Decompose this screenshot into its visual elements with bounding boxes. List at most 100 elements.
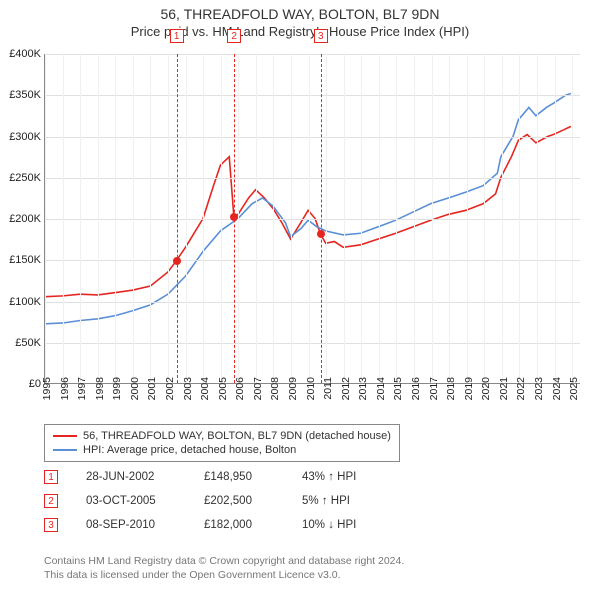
y-gridline bbox=[45, 219, 580, 220]
x-tick-label: 2021 bbox=[498, 377, 510, 400]
x-gridline bbox=[537, 54, 538, 383]
event-marker-2: 2 bbox=[44, 494, 58, 508]
x-tick-label: 2010 bbox=[305, 377, 317, 400]
event-date-1: 28-JUN-2002 bbox=[86, 471, 176, 483]
x-gridline bbox=[484, 54, 485, 383]
x-tick-label: 2019 bbox=[463, 377, 475, 400]
x-tick-label: 2003 bbox=[182, 377, 194, 400]
event-line bbox=[177, 54, 178, 383]
x-tick-label: 2020 bbox=[480, 377, 492, 400]
legend: 56, THREADFOLD WAY, BOLTON, BL7 9DN (det… bbox=[44, 424, 400, 462]
x-tick-label: 1996 bbox=[59, 377, 71, 400]
legend-label-property: 56, THREADFOLD WAY, BOLTON, BL7 9DN (det… bbox=[83, 430, 391, 442]
event-dot bbox=[317, 230, 325, 238]
y-gridline bbox=[45, 95, 580, 96]
x-tick-label: 2024 bbox=[551, 377, 563, 400]
x-gridline bbox=[449, 54, 450, 383]
event-row-3: 3 08-SEP-2010 £182,000 10% ↓ HPI bbox=[44, 518, 392, 532]
x-gridline bbox=[150, 54, 151, 383]
y-tick-label: £100K bbox=[1, 296, 41, 308]
legend-item-hpi: HPI: Average price, detached house, Bolt… bbox=[53, 443, 391, 457]
x-gridline bbox=[256, 54, 257, 383]
x-gridline bbox=[238, 54, 239, 383]
event-price-3: £182,000 bbox=[204, 519, 274, 531]
y-tick-label: £200K bbox=[1, 213, 41, 225]
y-tick-label: £300K bbox=[1, 131, 41, 143]
y-tick-label: £350K bbox=[1, 89, 41, 101]
plot-area: £0£50K£100K£150K£200K£250K£300K£350K£400… bbox=[44, 54, 580, 384]
x-tick-label: 2013 bbox=[357, 377, 369, 400]
event-delta-3: 10% ↓ HPI bbox=[302, 519, 392, 531]
y-gridline bbox=[45, 260, 580, 261]
chart-container: 56, THREADFOLD WAY, BOLTON, BL7 9DN Pric… bbox=[0, 0, 600, 590]
event-marker-3: 3 bbox=[44, 518, 58, 532]
footer-line1: Contains HM Land Registry data © Crown c… bbox=[44, 554, 404, 568]
x-tick-label: 1995 bbox=[41, 377, 53, 400]
y-tick-label: £0 bbox=[1, 378, 41, 390]
event-dot bbox=[173, 257, 181, 265]
legend-label-hpi: HPI: Average price, detached house, Bolt… bbox=[83, 444, 296, 456]
x-gridline bbox=[203, 54, 204, 383]
y-gridline bbox=[45, 54, 580, 55]
y-tick-label: £400K bbox=[1, 48, 41, 60]
x-gridline bbox=[414, 54, 415, 383]
x-tick-label: 2005 bbox=[217, 377, 229, 400]
x-gridline bbox=[291, 54, 292, 383]
legend-item-property: 56, THREADFOLD WAY, BOLTON, BL7 9DN (det… bbox=[53, 429, 391, 443]
legend-swatch-property bbox=[53, 435, 77, 437]
x-gridline bbox=[555, 54, 556, 383]
x-tick-label: 1999 bbox=[111, 377, 123, 400]
x-gridline bbox=[379, 54, 380, 383]
x-tick-label: 2002 bbox=[164, 377, 176, 400]
event-marker-1: 1 bbox=[44, 470, 58, 484]
x-gridline bbox=[221, 54, 222, 383]
x-gridline bbox=[572, 54, 573, 383]
y-gridline bbox=[45, 137, 580, 138]
event-delta-2: 5% ↑ HPI bbox=[302, 495, 392, 507]
footer-attribution: Contains HM Land Registry data © Crown c… bbox=[44, 554, 404, 582]
x-tick-label: 2022 bbox=[515, 377, 527, 400]
x-tick-label: 2025 bbox=[568, 377, 580, 400]
event-marker-box: 3 bbox=[314, 29, 328, 43]
x-gridline bbox=[98, 54, 99, 383]
x-gridline bbox=[45, 54, 46, 383]
event-line bbox=[321, 54, 322, 383]
x-tick-label: 1997 bbox=[76, 377, 88, 400]
title-block: 56, THREADFOLD WAY, BOLTON, BL7 9DN Pric… bbox=[0, 0, 600, 39]
x-tick-label: 2018 bbox=[445, 377, 457, 400]
y-tick-label: £150K bbox=[1, 254, 41, 266]
x-tick-label: 2001 bbox=[146, 377, 158, 400]
chart-title: 56, THREADFOLD WAY, BOLTON, BL7 9DN bbox=[0, 6, 600, 22]
x-gridline bbox=[326, 54, 327, 383]
x-gridline bbox=[361, 54, 362, 383]
x-tick-label: 2017 bbox=[428, 377, 440, 400]
x-gridline bbox=[396, 54, 397, 383]
x-tick-label: 2000 bbox=[129, 377, 141, 400]
x-gridline bbox=[63, 54, 64, 383]
x-gridline bbox=[115, 54, 116, 383]
event-marker-box: 2 bbox=[227, 29, 241, 43]
event-price-1: £148,950 bbox=[204, 471, 274, 483]
event-row-2: 2 03-OCT-2005 £202,500 5% ↑ HPI bbox=[44, 494, 392, 508]
x-tick-label: 2009 bbox=[287, 377, 299, 400]
chart-subtitle: Price paid vs. HM Land Registry's House … bbox=[0, 24, 600, 39]
event-dot bbox=[230, 213, 238, 221]
y-gridline bbox=[45, 343, 580, 344]
x-tick-label: 2011 bbox=[322, 377, 334, 400]
event-marker-box: 1 bbox=[170, 29, 184, 43]
x-gridline bbox=[432, 54, 433, 383]
y-gridline bbox=[45, 302, 580, 303]
x-gridline bbox=[467, 54, 468, 383]
x-tick-label: 2016 bbox=[410, 377, 422, 400]
x-gridline bbox=[168, 54, 169, 383]
x-tick-label: 2015 bbox=[392, 377, 404, 400]
x-gridline bbox=[344, 54, 345, 383]
x-tick-label: 2008 bbox=[269, 377, 281, 400]
event-price-2: £202,500 bbox=[204, 495, 274, 507]
x-gridline bbox=[80, 54, 81, 383]
y-gridline bbox=[45, 178, 580, 179]
event-date-2: 03-OCT-2005 bbox=[86, 495, 176, 507]
x-gridline bbox=[133, 54, 134, 383]
y-tick-label: £250K bbox=[1, 172, 41, 184]
x-tick-label: 2004 bbox=[199, 377, 211, 400]
